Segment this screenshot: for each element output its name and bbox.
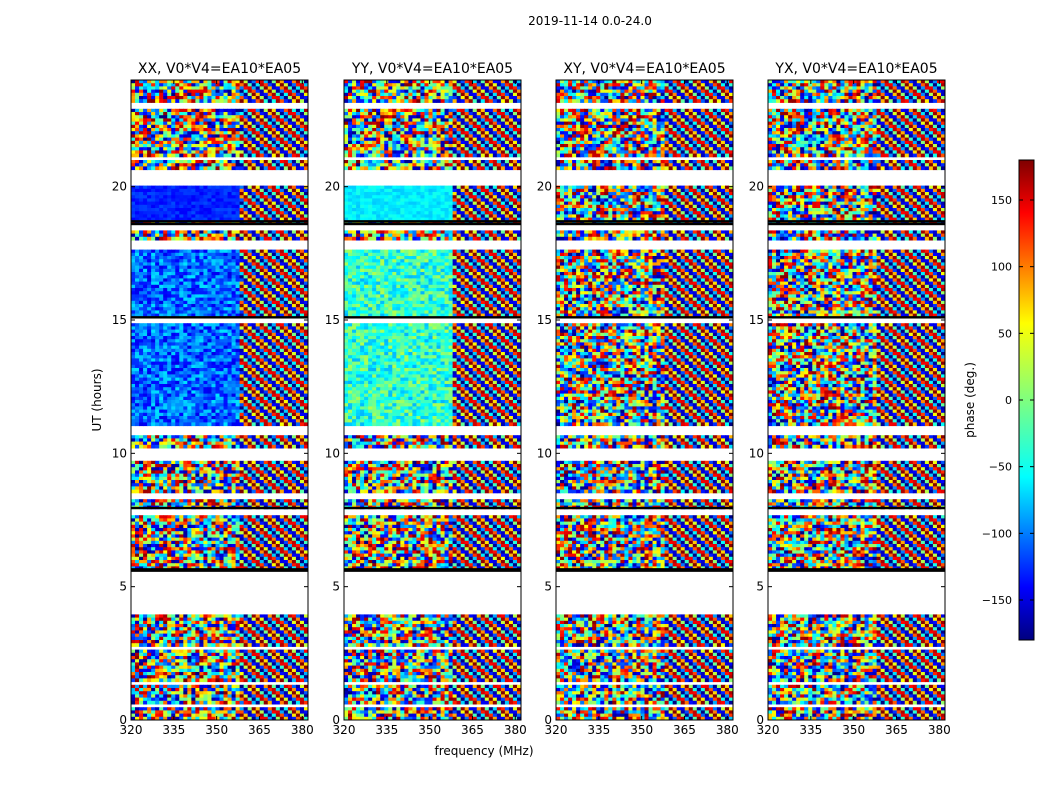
- x-tick-label: 365: [461, 723, 484, 737]
- x-tick-label: 380: [928, 723, 951, 737]
- y-tick-label: 0: [544, 713, 552, 727]
- x-tick-label: 335: [162, 723, 185, 737]
- colorbar-tick-label: −50: [989, 461, 1012, 474]
- y-tick-label: 10: [112, 446, 127, 460]
- x-tick-label: 350: [630, 723, 653, 737]
- y-tick-label: 0: [119, 713, 127, 727]
- y-axis-label: UT (hours): [90, 368, 104, 431]
- colorbar-label: phase (deg.): [963, 362, 977, 438]
- y-tick-label: 15: [537, 313, 552, 327]
- x-tick-label: 350: [205, 723, 228, 737]
- y-tick-label: 15: [325, 313, 340, 327]
- y-tick-label: 0: [332, 713, 340, 727]
- panel-title-3: YX, V0*V4=EA10*EA05: [774, 61, 937, 77]
- x-tick-label: 365: [248, 723, 271, 737]
- y-tick-label: 20: [537, 180, 552, 194]
- panel-title-1: YY, V0*V4=EA10*EA05: [351, 61, 513, 77]
- y-tick-label: 5: [544, 580, 552, 594]
- colorbar: phase (deg.) −150 −100 −50 0 50 100 150: [963, 160, 1034, 640]
- x-tick-label: 335: [375, 723, 398, 737]
- colorbar-tick-label: 100: [991, 261, 1012, 274]
- colorbar-tick-label: 0: [1005, 394, 1012, 407]
- y-tick-label: 20: [112, 180, 127, 194]
- x-tick-label: 380: [716, 723, 739, 737]
- panel-title-2: XY, V0*V4=EA10*EA05: [563, 61, 725, 77]
- colorbar-tick-label: 150: [991, 194, 1012, 207]
- heatmap-cells-1: [344, 80, 522, 721]
- y-tick-label: 10: [749, 446, 764, 460]
- heatmap-cells-0: [131, 80, 309, 721]
- heatmap-cells-2: [556, 80, 734, 721]
- y-tick-label: 20: [325, 180, 340, 194]
- x-tick-label: 335: [799, 723, 822, 737]
- x-axis-label: frequency (MHz): [434, 744, 533, 758]
- x-tick-label: 380: [504, 723, 527, 737]
- y-tick-label: 10: [325, 446, 340, 460]
- y-tick-label: 5: [119, 580, 127, 594]
- x-tick-label: 380: [291, 723, 314, 737]
- panel-title-0: XX, V0*V4=EA10*EA05: [138, 61, 301, 77]
- x-tick-label: 350: [842, 723, 865, 737]
- y-tick-label: 5: [332, 580, 340, 594]
- colorbar-tick-label: −100: [982, 527, 1012, 540]
- y-tick-label: 20: [749, 180, 764, 194]
- x-tick-label: 335: [587, 723, 610, 737]
- colorbar-tick-label: −150: [982, 594, 1012, 607]
- y-tick-label: 10: [537, 446, 552, 460]
- y-tick-label: 15: [749, 313, 764, 327]
- heatmap-cells-3: [768, 80, 946, 721]
- x-tick-label: 365: [885, 723, 908, 737]
- x-tick-label: 350: [418, 723, 441, 737]
- y-tick-label: 15: [112, 313, 127, 327]
- x-tick-label: 365: [673, 723, 696, 737]
- y-tick-label: 5: [756, 580, 764, 594]
- colorbar-tick-label: 50: [998, 327, 1012, 340]
- y-tick-label: 0: [756, 713, 764, 727]
